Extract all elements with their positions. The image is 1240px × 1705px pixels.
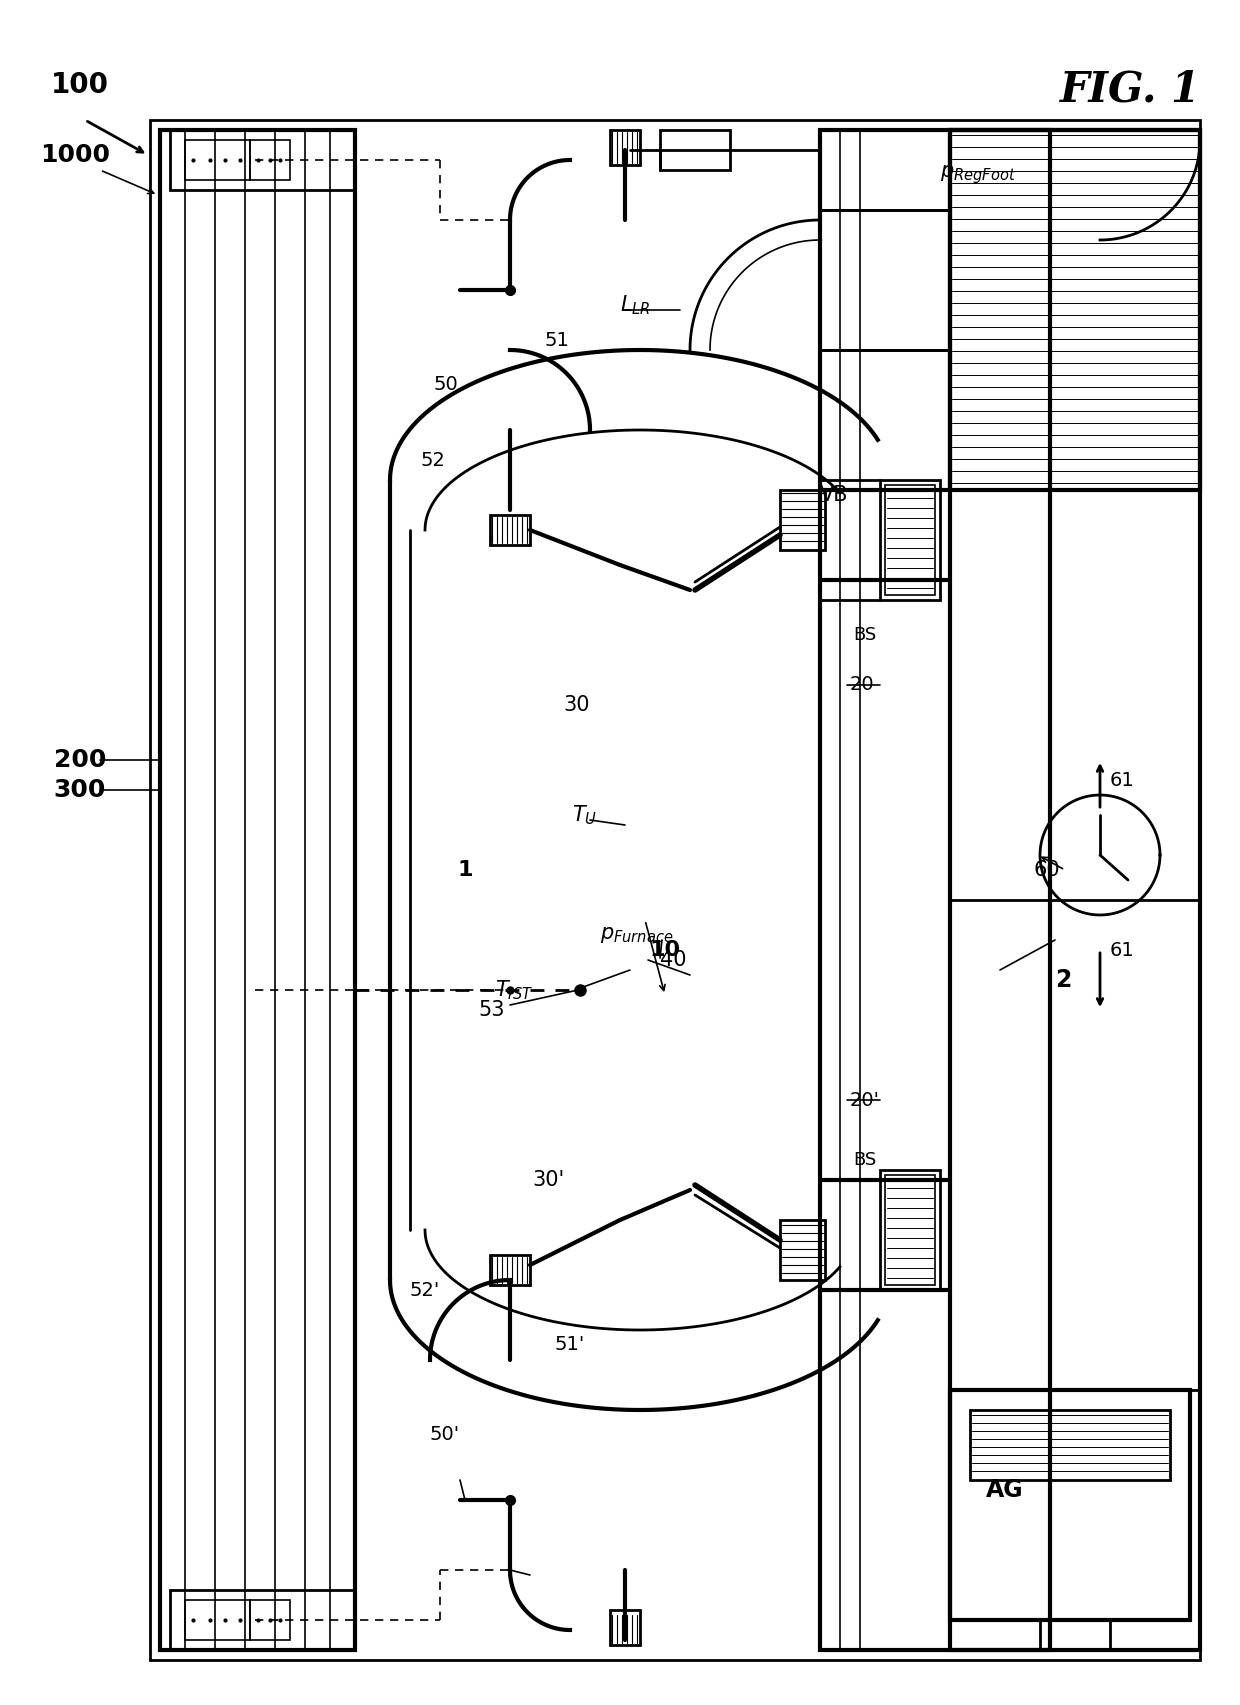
Text: $p_{RegFoot}$: $p_{RegFoot}$ [940,164,1017,186]
Bar [880,1170,940,1291]
Text: $p_{Furnace}$: $p_{Furnace}$ [600,926,673,945]
Text: $L_{LR}$: $L_{LR}$ [620,293,650,317]
Text: 100: 100 [51,72,109,99]
Bar [950,130,1200,1650]
Bar [820,130,1050,1650]
Text: 300: 300 [53,777,107,801]
Bar [880,481,940,600]
Text: 52': 52' [409,1280,440,1299]
Bar [970,1410,1171,1480]
Bar [490,1255,529,1286]
Text: AG: AG [986,1478,1024,1502]
Text: 30': 30' [533,1170,565,1190]
Text: $T_{IST}$: $T_{IST}$ [495,979,533,1003]
Bar [885,484,935,595]
Text: BS: BS [853,1151,877,1170]
Text: 61: 61 [1110,771,1135,789]
Text: 61: 61 [1110,941,1135,960]
Bar [885,1175,935,1286]
Bar [780,489,825,551]
Text: BS: BS [853,626,877,644]
Text: 53: 53 [479,1001,505,1020]
Text: $T_U$: $T_U$ [572,803,598,827]
Bar [1040,1620,1110,1650]
Text: 20: 20 [849,675,874,694]
Bar [820,210,950,350]
Bar [170,130,355,189]
Text: 51': 51' [556,1335,585,1354]
Text: 2: 2 [1055,968,1071,992]
Text: 52: 52 [420,450,445,469]
Bar [950,130,1200,489]
Bar [250,140,290,181]
Text: 51: 51 [546,331,570,350]
Text: 50: 50 [433,375,458,394]
Bar [490,515,529,546]
Text: 30: 30 [563,696,590,714]
Bar [610,130,640,165]
Bar [610,1610,640,1645]
Bar [660,130,730,170]
Bar [160,130,355,1650]
Text: 10: 10 [650,939,681,960]
Bar [185,140,250,181]
Text: 200: 200 [53,748,107,772]
Bar [950,1390,1190,1620]
Text: VB: VB [820,484,848,505]
Text: 1000: 1000 [40,143,110,167]
Text: 1: 1 [458,859,472,880]
Bar [250,1599,290,1640]
Text: FIG. 1: FIG. 1 [1060,68,1202,111]
Text: 40: 40 [660,950,687,970]
Text: 60: 60 [1033,859,1060,880]
Bar [170,1591,355,1650]
Text: 20': 20' [849,1091,880,1110]
Bar [185,1599,250,1640]
Text: 50': 50' [430,1425,460,1444]
Bar [150,119,1200,1661]
Bar [780,1221,825,1280]
